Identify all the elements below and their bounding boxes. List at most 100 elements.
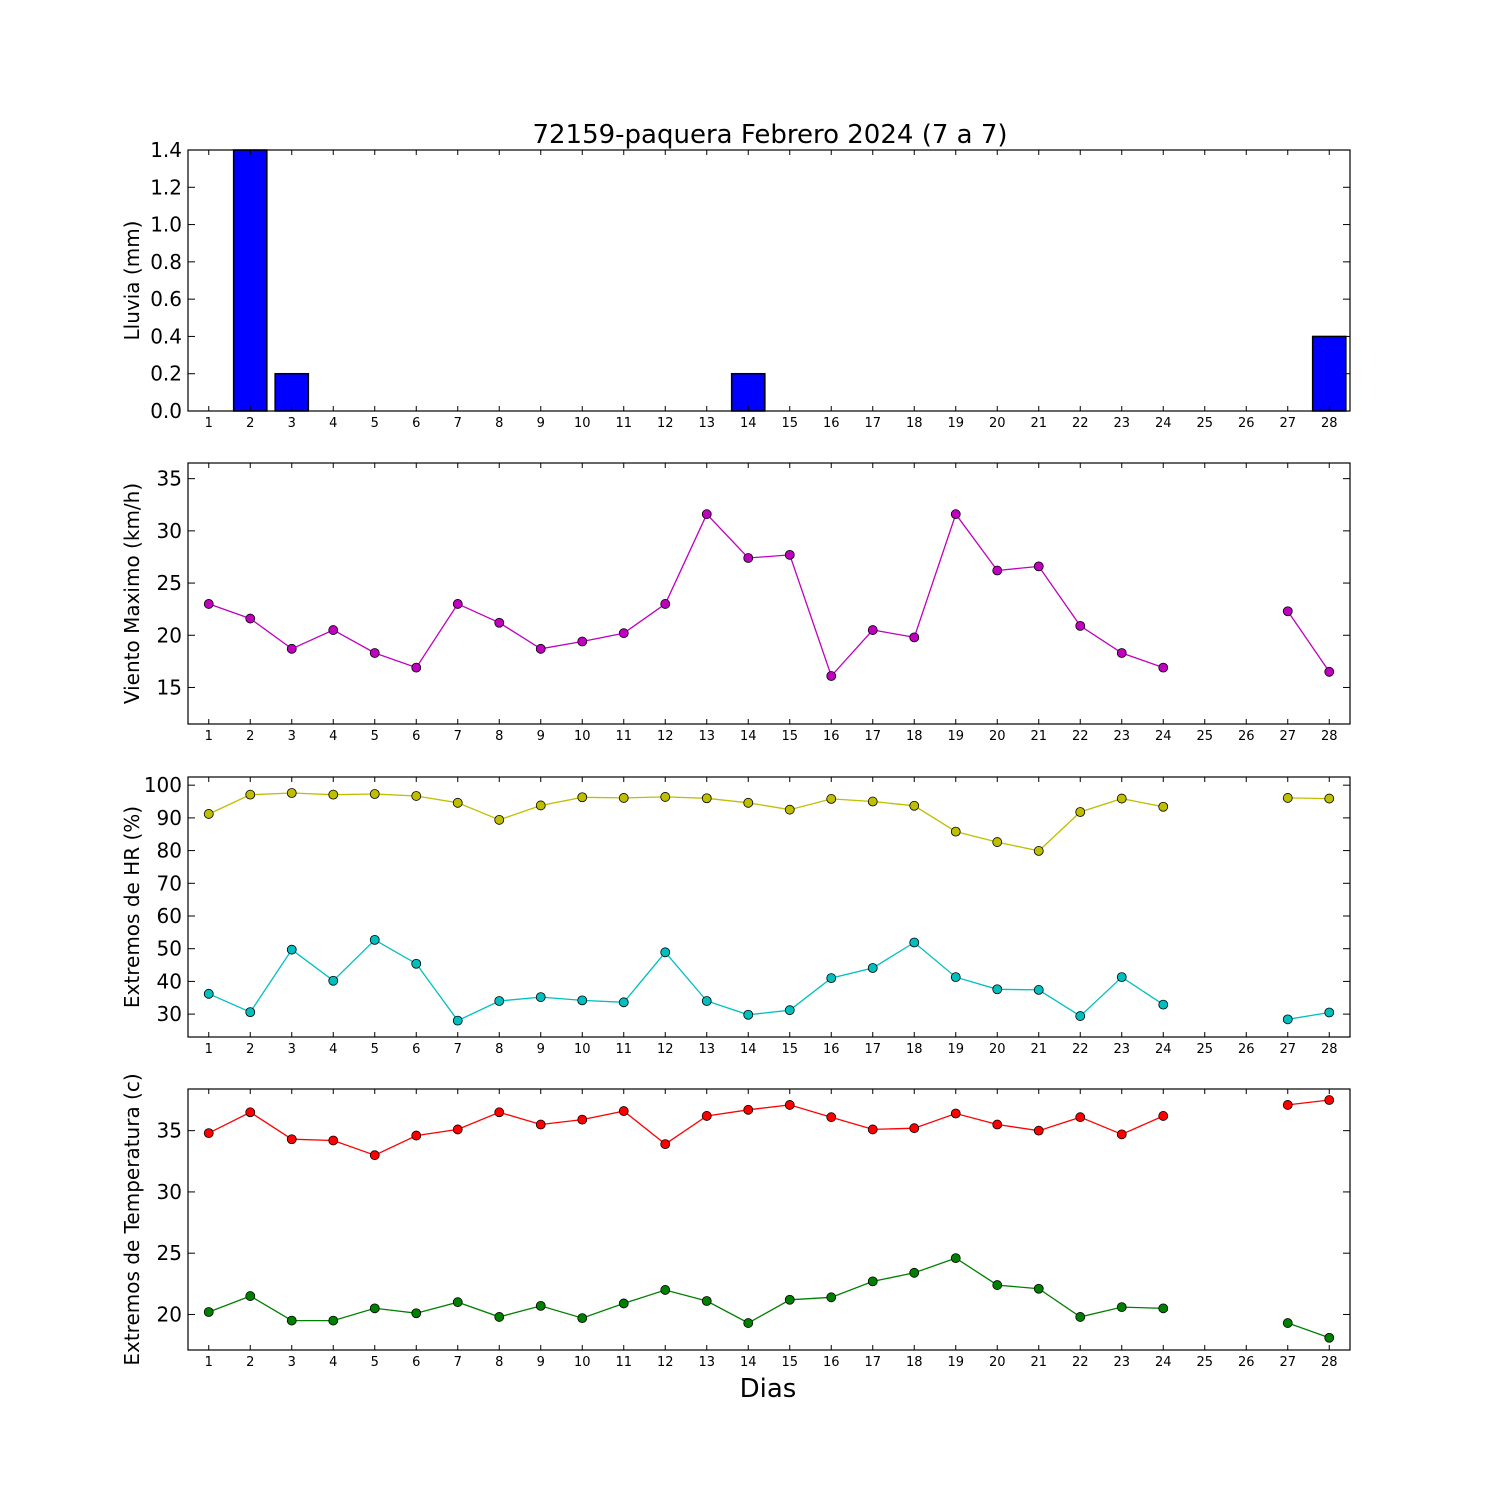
data-point-day-21 [1033,1283,1044,1294]
data-point-day-4 [328,1135,339,1146]
x-tick-label: 28 [1321,1042,1338,1057]
data-point-day-3 [286,788,297,798]
x-tick-label: 18 [906,1042,923,1057]
x-tick-label: 10 [574,416,591,431]
data-point-day-14 [743,1104,754,1115]
series-2 [203,934,1335,1026]
x-tick-label: 24 [1155,1042,1172,1057]
y-axis-label: Lluvia (mm) [120,221,144,341]
series-line [1287,1099,1330,1106]
x-tick-label: 4 [329,1042,337,1057]
x-tick-label: 11 [615,416,632,431]
data-point-day-17 [867,1124,878,1135]
x-tick-label: 3 [288,1042,296,1057]
x-tick-label: 21 [1030,1042,1047,1057]
data-point-day-2 [245,1291,256,1301]
data-point-day-27 [1282,1014,1293,1025]
data-point-day-14 [743,797,754,808]
data-point-day-22 [1075,620,1086,631]
x-tick-label: 17 [864,1042,881,1057]
data-point-day-5 [369,648,380,658]
x-tick-label: 28 [1321,729,1338,744]
data-point-day-19 [950,1108,961,1119]
data-point-day-7 [452,1124,463,1135]
data-point-day-1 [203,809,214,819]
x-tick-label: 12 [657,1355,674,1370]
x-tick-label: 13 [698,1355,715,1370]
x-tick-label: 17 [864,729,881,744]
data-point-day-16 [826,1112,837,1123]
x-tick-label: 28 [1321,1355,1338,1370]
data-point-day-10 [577,1114,588,1125]
data-point-day-10 [577,995,588,1006]
x-tick-label: 25 [1196,729,1213,744]
x-tick-label: 27 [1279,729,1296,744]
data-point-day-24 [1158,801,1169,812]
x-tick-label: 5 [371,729,379,744]
data-point-day-3 [286,1315,297,1326]
data-point-day-11 [618,628,629,639]
y-tick-label: 50 [157,937,182,961]
y-tick-label: 60 [157,904,182,928]
data-point-day-10 [577,1313,588,1324]
y-tick-label: 0.8 [150,250,182,274]
data-point-day-15 [784,1294,795,1305]
data-point-day-8 [494,996,505,1006]
x-tick-label: 1 [205,729,213,744]
x-tick-label: 2 [246,1355,254,1370]
data-point-day-21 [1033,985,1044,995]
series-line [208,512,1164,678]
data-point-day-16 [826,794,837,804]
x-tick-label: 11 [615,1042,632,1057]
data-point-day-1 [203,599,214,609]
x-tick-label: 2 [246,416,254,431]
data-point-day-19 [950,509,961,520]
x-tick-label: 16 [823,729,840,744]
data-point-day-7 [452,797,463,808]
x-tick-label: 7 [454,729,462,744]
x-tick-label: 16 [823,416,840,431]
y-tick-label: 100 [144,773,182,797]
data-point-day-27 [1282,606,1293,617]
data-point-day-6 [411,791,422,801]
x-tick-label: 6 [412,416,420,431]
data-point-day-6 [411,1130,422,1141]
series-line [1287,797,1330,800]
x-tick-label: 13 [698,416,715,431]
x-tick-label: 23 [1113,729,1130,744]
data-point-day-13 [701,793,712,804]
data-point-day-28 [1324,1095,1335,1105]
x-tick-label: 3 [288,1355,296,1370]
y-tick-label: 20 [157,1302,182,1326]
data-point-day-15 [784,1100,795,1110]
data-point-day-16 [826,671,837,681]
data-point-day-4 [328,1315,339,1326]
data-point-day-11 [618,1298,629,1309]
data-point-day-20 [992,1119,1003,1130]
y-axis-label: Extremos de HR (%) [120,806,144,1008]
data-point-day-23 [1116,972,1127,983]
y-tick-label: 25 [157,1241,182,1265]
plot-area [188,777,1350,1037]
data-point-day-12 [660,1285,671,1295]
x-tick-label: 19 [947,1042,964,1057]
plot-area [188,150,1350,411]
x-tick-label: 3 [288,416,296,431]
bar-day-14 [730,372,766,412]
x-tick-label: 1 [205,1355,213,1370]
x-tick-label: 14 [740,1042,757,1057]
data-point-day-18 [909,1123,920,1134]
data-point-day-21 [1033,1125,1044,1136]
data-point-day-7 [452,1015,463,1026]
x-tick-label: 5 [371,1042,379,1057]
data-point-day-22 [1075,807,1086,817]
x-tick-label: 3 [288,729,296,744]
data-point-day-19 [950,826,961,837]
data-point-day-9 [535,992,546,1003]
x-tick-label: 14 [740,1355,757,1370]
data-point-day-22 [1075,1112,1086,1123]
x-tick-label: 17 [864,1355,881,1370]
x-tick-label: 8 [495,1042,503,1057]
chart-title: 72159-paquera Febrero 2024 (7 a 7) [532,120,1007,150]
axes-frame [187,149,1351,412]
